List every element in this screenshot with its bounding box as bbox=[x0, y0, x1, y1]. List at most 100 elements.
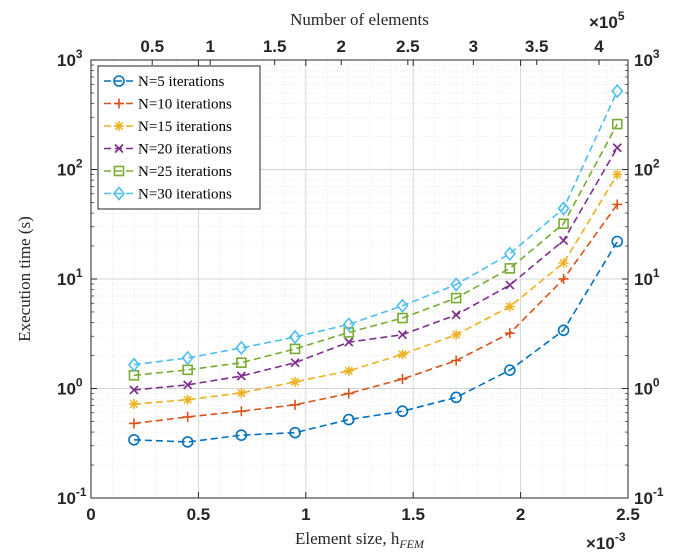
legend-label: N=15 iterations bbox=[138, 119, 232, 135]
square-marker bbox=[343, 327, 355, 338]
axis-labels: Number of elements Execution time (s) El… bbox=[15, 9, 626, 553]
legend-item: N=10 iterations bbox=[104, 97, 232, 113]
diamond-marker bbox=[181, 350, 194, 366]
plus-marker bbox=[558, 274, 569, 284]
series-n-5-iterations bbox=[128, 235, 624, 448]
diamond-marker bbox=[112, 186, 126, 201]
plus-marker bbox=[236, 406, 247, 417]
square-marker bbox=[504, 263, 516, 274]
x-marker bbox=[344, 337, 354, 347]
plus-marker bbox=[114, 98, 124, 109]
circle-marker bbox=[289, 426, 301, 439]
asterisk-marker bbox=[504, 301, 515, 312]
y-tick-label-right: 102 bbox=[634, 157, 660, 180]
square-marker bbox=[397, 312, 408, 324]
diamond-marker bbox=[127, 357, 141, 372]
x-marker bbox=[236, 371, 246, 381]
square-marker bbox=[182, 364, 193, 376]
x-marker bbox=[183, 380, 193, 390]
legend-item: N=20 iterations bbox=[104, 142, 232, 158]
top-axis-multiplier: ×105 bbox=[589, 9, 625, 32]
y-tick-label-right: 101 bbox=[634, 266, 660, 289]
legend-label: N=25 iterations bbox=[138, 164, 232, 180]
diamond-marker bbox=[557, 201, 570, 216]
asterisk-marker bbox=[290, 376, 301, 387]
x-marker bbox=[290, 358, 300, 368]
y-tick-label-left: 10-1 bbox=[57, 485, 87, 508]
circle-marker bbox=[504, 364, 516, 376]
circle-marker bbox=[181, 436, 194, 448]
y-tick-label-left: 102 bbox=[57, 157, 83, 180]
legend: N=5 iterations N=10 iterations N=15 iterat… bbox=[97, 65, 261, 210]
y-tick-label-right: 10-1 bbox=[634, 485, 664, 508]
asterisk-marker bbox=[612, 169, 623, 180]
x-marker bbox=[451, 310, 461, 320]
circle-marker bbox=[342, 413, 355, 426]
top-tick-label: 4 bbox=[594, 37, 604, 56]
series-line bbox=[133, 203, 618, 425]
series-line bbox=[133, 147, 618, 391]
series-line bbox=[133, 241, 618, 443]
plus-marker bbox=[290, 399, 301, 410]
plus-marker bbox=[397, 374, 408, 385]
y-axis-label: Execution time (s) bbox=[15, 216, 34, 342]
asterisk-marker bbox=[343, 365, 354, 376]
legend-item: N=25 iterations bbox=[104, 164, 232, 180]
circle-marker bbox=[450, 391, 462, 404]
legend-label: N=30 iterations bbox=[138, 187, 232, 203]
legend-label: N=5 iterations bbox=[138, 74, 225, 90]
x-tick-label: 0.5 bbox=[187, 505, 211, 524]
top-axis-label: Number of elements bbox=[290, 10, 429, 29]
plus-marker bbox=[182, 411, 193, 422]
diamond-marker bbox=[611, 83, 624, 99]
x-tick-label: 1.5 bbox=[401, 505, 425, 524]
x-tick-label: 2 bbox=[516, 505, 525, 524]
asterisk-marker bbox=[558, 257, 569, 268]
square-marker bbox=[450, 292, 462, 304]
plus-marker bbox=[451, 355, 462, 366]
x-tick-label: 2.5 bbox=[616, 505, 640, 524]
x-axis-multiplier: ×10-3 bbox=[586, 530, 626, 553]
x-marker bbox=[114, 143, 124, 154]
legend-label: N=20 iterations bbox=[138, 142, 232, 158]
top-tick-label: 3 bbox=[469, 37, 478, 56]
legend-item: N=30 iterations bbox=[104, 186, 232, 203]
x-marker bbox=[612, 143, 622, 153]
axes: 0 0.5 1 1.5 2 2.5 0.5 1 1.5 2 2.5 3 3.5 4 10-1 10-1 100 1… bbox=[57, 37, 664, 524]
legend-label: N=10 iterations bbox=[138, 97, 232, 113]
series-n-30-iterations bbox=[127, 83, 624, 372]
asterisk-marker bbox=[397, 349, 408, 360]
circle-marker bbox=[128, 434, 140, 446]
asterisk-marker bbox=[236, 387, 247, 398]
circle-marker bbox=[235, 429, 248, 441]
square-marker bbox=[611, 118, 623, 130]
asterisk-marker bbox=[451, 329, 462, 340]
plus-marker bbox=[128, 418, 139, 429]
series-n-10-iterations bbox=[128, 199, 623, 429]
y-tick-label-left: 100 bbox=[57, 376, 83, 399]
y-tick-label-right: 100 bbox=[634, 376, 660, 399]
series-n-25-iterations bbox=[128, 118, 623, 381]
x-marker bbox=[558, 235, 569, 246]
series-group bbox=[127, 83, 624, 448]
series-line bbox=[133, 90, 618, 366]
plus-marker bbox=[343, 388, 354, 399]
plus-marker bbox=[612, 199, 623, 210]
square-marker bbox=[289, 343, 301, 355]
series-n-20-iterations bbox=[129, 143, 622, 395]
x-axis-label: Element size, hFEM bbox=[295, 529, 425, 551]
top-tick-label: 1.5 bbox=[263, 37, 287, 56]
top-tick-label: 1 bbox=[205, 37, 214, 56]
square-marker bbox=[113, 165, 125, 177]
diamond-marker bbox=[450, 277, 463, 292]
square-marker bbox=[558, 218, 569, 229]
series-line bbox=[133, 174, 618, 405]
x-tick-label: 0 bbox=[86, 505, 95, 524]
y-tick-label-right: 103 bbox=[634, 47, 660, 70]
diamond-marker bbox=[396, 298, 409, 313]
diamond-marker bbox=[342, 317, 355, 332]
top-tick-label: 2.5 bbox=[396, 37, 420, 56]
x-marker bbox=[129, 385, 139, 395]
plus-marker bbox=[504, 328, 515, 339]
